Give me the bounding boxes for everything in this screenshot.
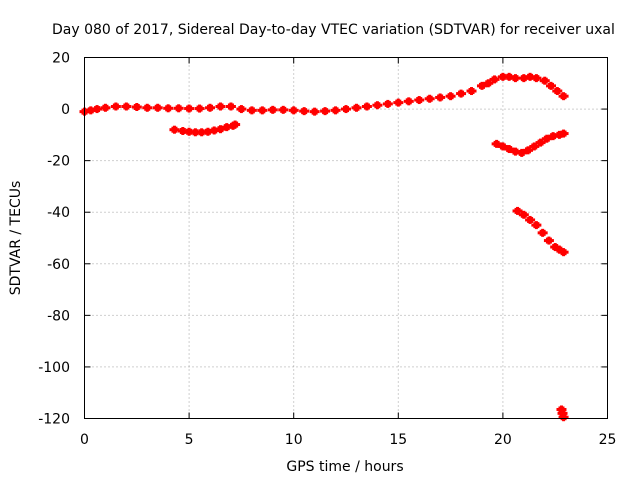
x-tick-label: 10	[285, 432, 303, 448]
plot-frame	[84, 57, 608, 419]
data-point	[435, 93, 446, 102]
data-point	[309, 107, 320, 116]
chart-title: Day 080 of 2017, Sidereal Day-to-day VTE…	[52, 22, 615, 38]
data-point	[361, 102, 372, 111]
data-point	[456, 89, 467, 98]
data-point	[552, 87, 563, 96]
data-point	[414, 96, 425, 105]
data-point	[320, 107, 331, 116]
data-point	[537, 228, 548, 237]
data-point	[100, 103, 111, 112]
data-point	[558, 413, 569, 422]
y-tick-labels: 20 0 -20 -40 -60 -80 -100 -120	[38, 51, 70, 428]
x-tick-label: 25	[599, 432, 617, 448]
data-point	[121, 102, 132, 111]
data-point	[529, 142, 540, 151]
data-point	[543, 236, 554, 245]
data-point	[539, 76, 550, 85]
data-point	[163, 104, 174, 113]
data-point	[518, 210, 529, 219]
x-tick-label: 5	[185, 432, 194, 448]
data-point	[483, 79, 494, 88]
x-tick-label: 0	[80, 432, 89, 448]
data-point	[173, 104, 184, 113]
data-point	[330, 106, 341, 115]
data-point	[510, 74, 521, 83]
data-point	[382, 99, 393, 108]
data-point	[535, 138, 546, 147]
y-tick-label: -80	[47, 308, 70, 324]
data-point	[267, 105, 278, 114]
y-tick-label: -40	[47, 205, 70, 221]
data-point	[184, 104, 195, 113]
y-tick-label: -20	[47, 154, 70, 170]
data-point	[131, 103, 142, 112]
data-point	[169, 125, 180, 134]
x-tick-label: 20	[494, 432, 512, 448]
data-point	[215, 102, 226, 111]
data-point	[558, 129, 569, 138]
data-point	[205, 103, 216, 112]
data-point	[558, 248, 569, 257]
data-point	[525, 215, 536, 224]
data-point	[523, 146, 534, 155]
data-point	[351, 103, 362, 112]
data-point	[466, 87, 477, 96]
data-point	[92, 105, 103, 114]
data-point	[546, 81, 557, 90]
data-point	[236, 105, 247, 114]
data-point	[531, 221, 542, 230]
data-point	[393, 98, 404, 107]
data-point	[299, 107, 310, 116]
data-point	[225, 102, 236, 111]
y-tick-label: 20	[52, 51, 70, 67]
data-point	[288, 106, 299, 115]
data-point	[278, 105, 289, 114]
data-point	[246, 106, 257, 115]
data-point	[152, 103, 163, 112]
y-tick-label: -100	[38, 360, 70, 376]
y-tick-label: -60	[47, 257, 70, 273]
data-point	[403, 97, 414, 106]
data-point	[194, 104, 205, 113]
data-point	[512, 206, 523, 215]
x-tick-label: 15	[389, 432, 407, 448]
data-point	[489, 75, 500, 84]
data-point	[110, 102, 121, 111]
data-point	[531, 74, 542, 83]
data-point	[341, 105, 351, 114]
data-point	[445, 92, 456, 101]
data-point	[424, 94, 435, 103]
data-point	[372, 101, 383, 110]
data-point	[558, 92, 569, 101]
grid	[84, 57, 608, 419]
y-tick-label: 0	[61, 102, 70, 118]
x-tick-labels: 0 5 10 15 20 25	[80, 432, 616, 448]
data-point	[230, 120, 241, 129]
y-axis-title: SDTVAR / TECUs	[8, 181, 24, 296]
data-point	[257, 106, 268, 115]
data-points	[79, 72, 569, 422]
data-point	[142, 103, 153, 112]
y-tick-label: -120	[38, 412, 70, 428]
x-axis-title: GPS time / hours	[286, 459, 403, 475]
